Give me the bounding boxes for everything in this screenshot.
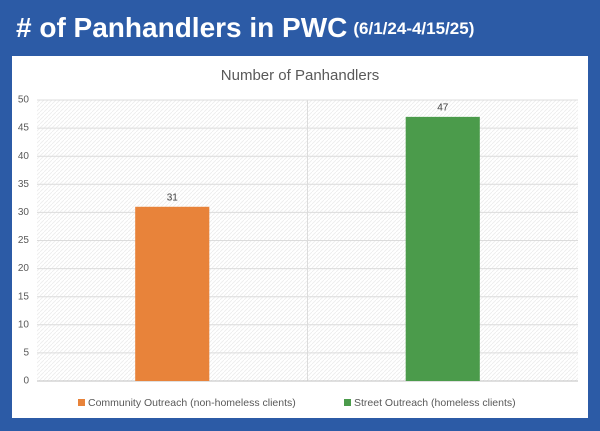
y-tick-label: 45 [18, 123, 30, 134]
y-tick-label: 40 [18, 151, 30, 162]
bar [405, 116, 480, 382]
y-tick-label: 20 [18, 263, 30, 274]
y-tick-label: 35 [18, 179, 30, 190]
legend-label: Street Outreach (homeless clients) [354, 397, 516, 409]
bar [135, 206, 210, 381]
data-label: 47 [437, 103, 449, 114]
legend-swatch [344, 399, 351, 406]
y-tick-label: 30 [18, 207, 30, 218]
y-tick-label: 10 [18, 319, 30, 330]
title-main: # of Panhandlers in PWC [16, 12, 347, 43]
legend-label: Community Outreach (non-homeless clients… [88, 397, 296, 409]
y-tick-label: 25 [18, 235, 30, 246]
title-dates: (6/1/24-4/15/25) [353, 19, 474, 38]
y-tick-label: 0 [23, 376, 29, 387]
chart-title: Number of Panhandlers [221, 67, 379, 84]
y-tick-label: 50 [18, 95, 30, 106]
y-tick-label: 5 [23, 348, 29, 359]
y-tick-label: 15 [18, 291, 30, 302]
legend-swatch [78, 399, 85, 406]
data-label: 31 [167, 192, 179, 203]
slide-title: # of Panhandlers in PWC (6/1/24-4/15/25) [16, 12, 474, 43]
